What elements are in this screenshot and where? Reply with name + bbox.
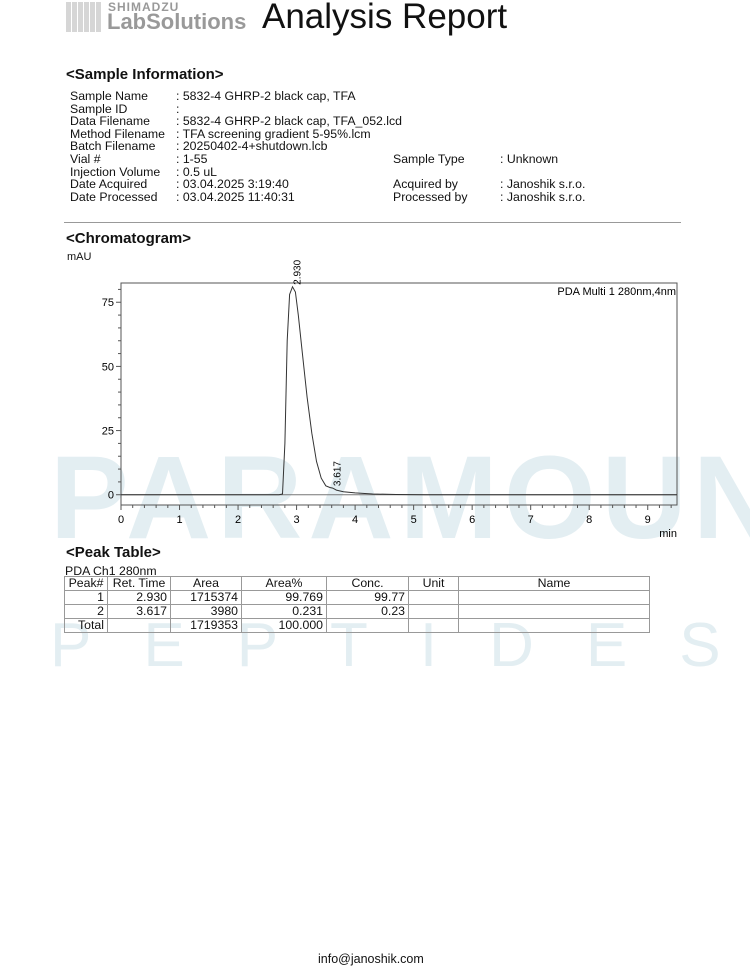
y-tick-label: 75 bbox=[102, 297, 114, 309]
info-value: : Unknown bbox=[500, 152, 559, 166]
sample-info: Sample Name : 5832-4 GHRP-2 black cap, TF… bbox=[70, 90, 670, 210]
x-tick-label: 4 bbox=[352, 514, 358, 526]
info-value: : TFA screening gradient 5-95%.lcm bbox=[176, 126, 371, 141]
y-tick-label: 25 bbox=[102, 426, 114, 438]
x-tick-label: 2 bbox=[235, 514, 241, 526]
sample-info-heading: <Sample Information> bbox=[66, 66, 224, 83]
info-label: Sample ID bbox=[70, 101, 128, 116]
x-tick-label: 1 bbox=[176, 514, 182, 526]
peak-table-heading: <Peak Table> bbox=[66, 544, 161, 561]
cell: 99.77 bbox=[326, 590, 409, 605]
x-tick-label: 5 bbox=[411, 514, 417, 526]
info-value: : 5832-4 GHRP-2 black cap, TFA bbox=[176, 89, 356, 103]
info-label: Processed by bbox=[393, 189, 468, 204]
info-value: : bbox=[176, 101, 180, 116]
cell: 0.23 bbox=[326, 604, 409, 619]
info-value: : Janoshik s.r.o. bbox=[500, 177, 586, 192]
col-header: Conc. bbox=[326, 576, 409, 591]
info-label: Sample Name bbox=[70, 89, 148, 103]
x-axis-label: min bbox=[659, 528, 677, 540]
cell: 2 bbox=[64, 604, 108, 619]
x-tick-label: 8 bbox=[586, 514, 592, 526]
divider bbox=[64, 222, 681, 223]
brand-labsolutions: LabSolutions bbox=[107, 9, 247, 34]
cell bbox=[107, 618, 171, 633]
x-tick-label: 7 bbox=[528, 514, 534, 526]
col-header: Name bbox=[458, 576, 650, 591]
info-label: Method Filename bbox=[70, 126, 166, 141]
info-label: Data Filename bbox=[70, 114, 150, 129]
info-label: Batch Filename bbox=[70, 139, 156, 154]
x-tick-label: 3 bbox=[294, 514, 300, 526]
cell: 2.930 bbox=[107, 590, 171, 605]
cell: 3980 bbox=[170, 604, 242, 619]
peak-table-channel: PDA Ch1 280nm bbox=[65, 564, 157, 578]
col-header: Peak# bbox=[64, 576, 108, 591]
info-label: Injection Volume bbox=[70, 164, 161, 179]
col-header: Ret. Time bbox=[107, 576, 171, 591]
info-label: Acquired by bbox=[393, 177, 458, 192]
info-value: : Janoshik s.r.o. bbox=[500, 189, 586, 204]
col-header: Area bbox=[170, 576, 242, 591]
table-row: 2 3.617 3980 0.231 0.23 bbox=[64, 604, 650, 619]
info-label: Sample Type bbox=[393, 152, 465, 166]
peak-table: Peak# Ret. Time Area Area% Conc. Unit Na… bbox=[64, 576, 650, 633]
info-value: : 5832-4 GHRP-2 black cap, TFA_052.lcd bbox=[176, 114, 403, 129]
chromatogram-trace bbox=[121, 285, 677, 496]
cell: Total bbox=[64, 618, 108, 633]
info-label: Date Acquired bbox=[70, 177, 148, 192]
table-header-row: Peak# Ret. Time Area Area% Conc. Unit Na… bbox=[64, 576, 650, 591]
info-value: : 0.5 uL bbox=[176, 164, 218, 179]
cell bbox=[408, 618, 459, 633]
info-value: : 03.04.2025 11:40:31 bbox=[176, 189, 295, 204]
cell: 99.769 bbox=[241, 590, 327, 605]
plot-frame bbox=[120, 282, 678, 506]
cell bbox=[408, 590, 459, 605]
legend-label: PDA Multi 1 280nm,4nm bbox=[557, 286, 676, 298]
cell bbox=[458, 590, 650, 605]
report-title: Analysis Report bbox=[262, 0, 508, 36]
info-value: : 1-55 bbox=[176, 152, 208, 166]
y-axis-label: mAU bbox=[67, 251, 92, 263]
cell: 0.231 bbox=[241, 604, 327, 619]
brand-shimadzu: SHIMADZU bbox=[108, 0, 180, 14]
y-tick-label: 50 bbox=[102, 361, 114, 373]
table-row: 1 2.930 1715374 99.769 99.77 bbox=[64, 590, 650, 605]
chromatogram-heading: <Chromatogram> bbox=[66, 230, 192, 247]
shimadzu-logo-icon bbox=[66, 2, 102, 32]
x-tick-label: 0 bbox=[118, 514, 124, 526]
col-header: Unit bbox=[408, 576, 459, 591]
peak-label: 2.930 bbox=[292, 259, 303, 284]
cell bbox=[408, 604, 459, 619]
footer-email: info@janoshik.com bbox=[318, 952, 424, 966]
y-tick-label: 0 bbox=[108, 490, 114, 502]
cell: 3.617 bbox=[107, 604, 171, 619]
info-value: : 20250402-4+shutdown.lcb bbox=[176, 139, 328, 154]
col-header: Area% bbox=[241, 576, 327, 591]
table-total-row: Total 1719353 100.000 bbox=[64, 618, 650, 633]
info-label: Vial # bbox=[70, 152, 101, 166]
info-value: : 03.04.2025 3:19:40 bbox=[176, 177, 289, 192]
x-tick-label: 6 bbox=[469, 514, 475, 526]
cell bbox=[458, 618, 650, 633]
info-label: Date Processed bbox=[70, 189, 158, 204]
cell: 1719353 bbox=[170, 618, 242, 633]
cell: 100.000 bbox=[241, 618, 327, 633]
cell bbox=[458, 604, 650, 619]
cell: 1 bbox=[64, 590, 108, 605]
peak-label: 3.617 bbox=[333, 461, 344, 486]
x-tick-label: 9 bbox=[645, 514, 651, 526]
chromatogram-chart: 0 1 2 3 4 5 6 7 8 9 0 25 50 75 min PDA Multi 1 280nm,4n… bbox=[102, 259, 678, 540]
cell bbox=[326, 618, 409, 633]
cell: 1715374 bbox=[170, 590, 242, 605]
